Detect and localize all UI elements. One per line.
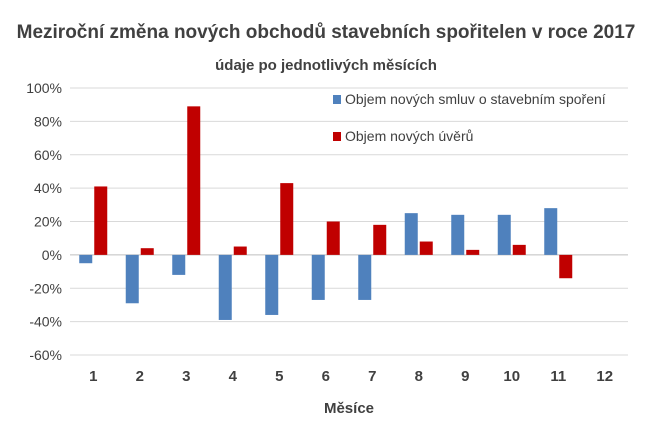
x-tick-label: 10: [503, 368, 520, 385]
x-tick-label: 1: [89, 368, 97, 385]
bar-uvery: [512, 244, 526, 255]
x-tick-label: 3: [182, 368, 190, 385]
bar-uvery: [419, 241, 433, 255]
bar-uvery: [326, 221, 340, 255]
bar-smlouvy: [125, 254, 139, 304]
x-tick-label: 8: [415, 368, 423, 385]
bar-uvery: [466, 249, 480, 255]
legend-label: Objem nových smluv o stavebním spoření: [345, 91, 606, 107]
chart-title: Meziroční změna nových obchodů stavebníc…: [16, 22, 636, 43]
x-tick-label: 2: [136, 368, 144, 385]
y-tick-label: 20%: [34, 214, 62, 230]
y-tick-label: 0%: [42, 247, 62, 263]
bar-smlouvy: [497, 214, 511, 255]
x-tick-label: 4: [229, 368, 238, 385]
bar-uvery: [280, 183, 294, 255]
legend-swatch: [333, 95, 341, 104]
legend-swatch: [333, 132, 341, 141]
x-tick-label: 11: [550, 368, 566, 385]
bar-smlouvy: [172, 254, 186, 275]
bar-smlouvy: [311, 254, 325, 300]
bar-uvery: [94, 186, 108, 255]
bar-smlouvy: [358, 254, 372, 300]
x-axis-title: Měsíce: [324, 400, 374, 417]
bar-uvery: [140, 248, 154, 255]
x-tick-label: 5: [275, 368, 283, 385]
bar-uvery: [233, 246, 247, 255]
y-tick-label: -20%: [29, 280, 62, 296]
x-tick-label: 7: [368, 368, 376, 385]
bar-smlouvy: [218, 254, 232, 320]
x-tick-label: 9: [461, 368, 469, 385]
y-tick-label: 80%: [34, 113, 62, 129]
bar-smlouvy: [404, 213, 418, 255]
chart-subtitle: údaje po jednotlivých měsících: [215, 57, 437, 74]
y-tick-label: 60%: [34, 147, 62, 163]
bar-smlouvy: [544, 208, 558, 255]
bar-smlouvy: [451, 214, 465, 255]
y-tick-label: 100%: [26, 80, 62, 96]
bar-uvery: [559, 254, 573, 279]
y-tick-label: 40%: [34, 180, 62, 196]
y-tick-label: -60%: [29, 347, 62, 363]
legend-label: Objem nových úvěrů: [345, 128, 473, 144]
bar-smlouvy: [265, 254, 279, 315]
bar-uvery: [373, 224, 387, 255]
y-tick-label: -40%: [29, 314, 62, 330]
x-tick-label: 6: [322, 368, 330, 385]
x-tick-label: 12: [596, 368, 613, 385]
bar-smlouvy: [79, 254, 93, 264]
bar-uvery: [187, 106, 201, 255]
